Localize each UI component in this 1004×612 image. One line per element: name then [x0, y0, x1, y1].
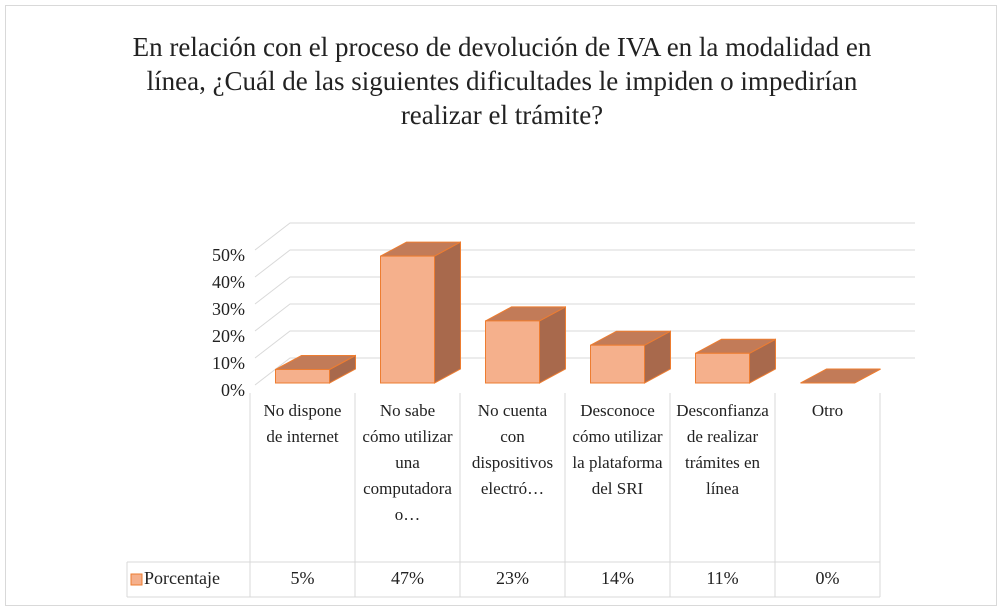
- x-tick-label: No dispone de internet: [263, 401, 342, 446]
- bar: [380, 255, 435, 384]
- grid-line: [254, 222, 915, 251]
- y-tick-label: 30%: [212, 299, 245, 319]
- grid-line: [254, 249, 915, 278]
- y-tick-label: 50%: [212, 245, 245, 265]
- y-tick-label: 40%: [212, 272, 245, 292]
- data-label: 47%: [391, 568, 424, 588]
- bar: [485, 320, 540, 384]
- x-tick-label: No sabe cómo utilizar una computadora o…: [362, 401, 453, 524]
- grid-line: [254, 276, 915, 305]
- y-tick-label: 0%: [221, 380, 245, 400]
- x-tick-label: Desconfianza de realizar trámites en lín…: [676, 401, 769, 498]
- data-label: 5%: [291, 568, 315, 588]
- x-tick-label: No cuenta con dispositivos electró…: [471, 401, 554, 498]
- bar-top: [800, 368, 881, 384]
- legend-swatch: [130, 573, 143, 586]
- x-tick-label: Desconoce cómo utilizar la plataforma de…: [572, 401, 663, 498]
- chart-frame: [5, 5, 997, 606]
- chart-title: En relación con el proceso de devolución…: [132, 32, 872, 130]
- data-label: 0%: [816, 568, 840, 588]
- grid-line: [254, 330, 915, 359]
- data-label: 23%: [496, 568, 529, 588]
- y-tick-label: 20%: [212, 326, 245, 346]
- bar: [275, 369, 330, 384]
- bar-side: [434, 241, 461, 384]
- bar: [590, 344, 645, 384]
- y-tick-label: 10%: [212, 353, 245, 373]
- data-label: 14%: [601, 568, 634, 588]
- x-tick-label: Otro: [811, 401, 844, 420]
- legend-label: Porcentaje: [144, 568, 220, 588]
- data-label: 11%: [706, 568, 738, 588]
- grid-line: [254, 303, 915, 332]
- bar: [695, 352, 750, 384]
